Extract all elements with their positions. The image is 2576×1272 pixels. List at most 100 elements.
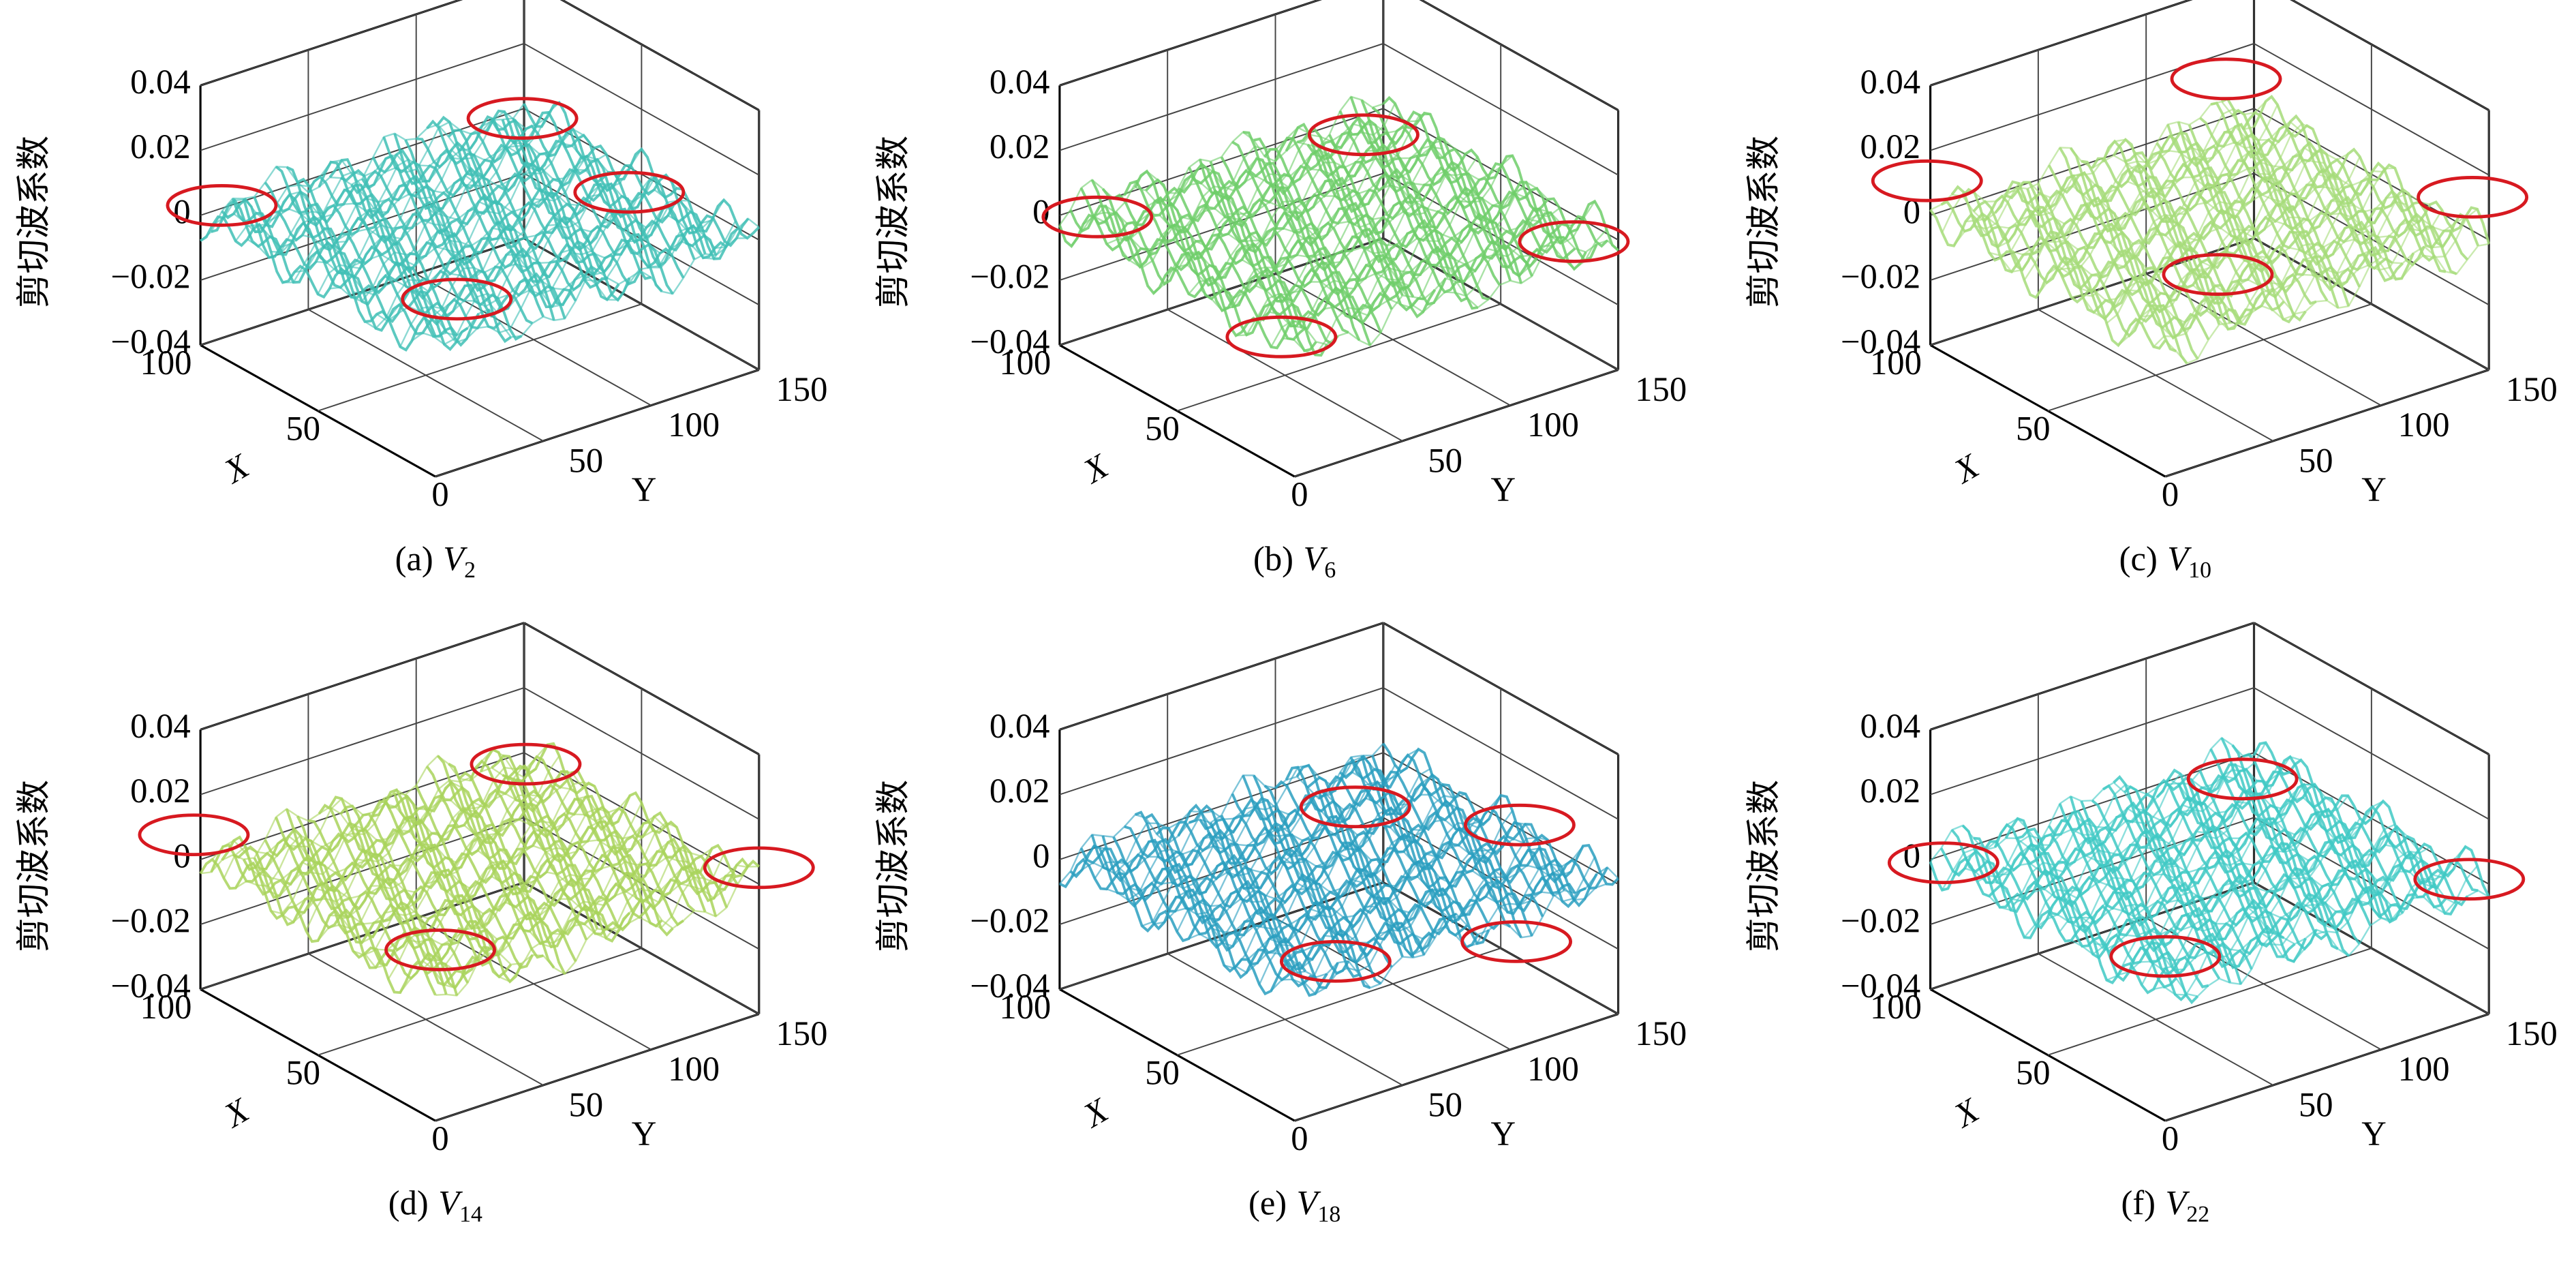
surface-mesh — [1059, 742, 1384, 885]
highlight-ellipse — [1279, 939, 1392, 983]
surface-mesh — [1224, 181, 1548, 309]
caption-variable: V — [443, 539, 467, 577]
caption-panel: (a) — [395, 539, 433, 577]
surface-mesh — [1153, 156, 1478, 294]
grid-line — [2047, 303, 2372, 412]
caption-variable: V — [2167, 539, 2192, 577]
surface-mesh — [1199, 187, 1525, 312]
z-axis-label: 剪切波系数 — [14, 780, 54, 952]
surface-mesh — [435, 217, 760, 338]
highlight-ellipse — [401, 277, 513, 321]
z-tick-label: 0.04 — [1860, 707, 1921, 745]
surface-mesh — [294, 164, 619, 275]
z-axis-label: 剪切波系数 — [872, 136, 913, 308]
surface-mesh — [423, 224, 748, 344]
z-tick-label: −0.04 — [970, 967, 1049, 1005]
x-tick-label: 0 — [2162, 475, 2179, 513]
surface-mesh — [1941, 100, 2267, 233]
surface-mesh — [1164, 800, 1490, 920]
grid-line — [1930, 622, 2254, 731]
grid-line — [1930, 108, 2254, 216]
surface-mesh — [399, 199, 725, 348]
y-axis-label: Y — [632, 1115, 657, 1153]
z-tick-label: 0 — [1903, 836, 1920, 875]
surface-mesh — [2252, 741, 2490, 898]
y-axis-label: Y — [2361, 1115, 2387, 1153]
surface-mesh — [1106, 768, 1431, 901]
surface-mesh — [2118, 860, 2443, 976]
highlight-ellipse — [138, 813, 250, 857]
grid-line — [523, 881, 760, 1015]
highlight-ellipse — [1518, 220, 1630, 263]
surface-mesh — [1247, 217, 1572, 329]
y-axis-label: Y — [1491, 470, 1516, 509]
caption-panel: (f) — [2121, 1183, 2156, 1222]
x-tick-label: 100 — [999, 988, 1051, 1026]
highlight-ellipse — [1299, 785, 1411, 829]
surface-mesh — [1118, 146, 1443, 269]
x-tick-label: 0 — [2162, 1119, 2179, 1157]
grid-line — [1930, 687, 2254, 796]
caption-panel: (e) — [1248, 1183, 1287, 1222]
x-tick-label: 100 — [140, 988, 192, 1026]
surface-mesh — [1212, 821, 1537, 943]
z-tick-label: 0 — [173, 192, 190, 230]
surface-mesh — [364, 846, 689, 969]
surface-mesh — [305, 155, 630, 271]
caption: (f) V22 — [2121, 1183, 2209, 1227]
x-axis-label: X — [1076, 446, 1116, 491]
caption: (e) V18 — [1248, 1183, 1340, 1227]
surface-mesh — [2117, 209, 2443, 346]
grid-line — [2165, 369, 2489, 478]
y-tick-label: 150 — [2506, 1014, 2558, 1053]
z-tick-label: 0.02 — [1860, 772, 1921, 810]
surface-mesh — [1129, 145, 1455, 260]
z-axis-label: 剪切波系数 — [1743, 136, 1783, 308]
y-axis-label: Y — [1491, 1115, 1516, 1153]
grid-line — [1059, 752, 1384, 860]
caption-subscript: 18 — [1318, 1202, 1341, 1227]
z-tick-label: −0.02 — [1841, 258, 1920, 296]
grid-line — [200, 817, 525, 925]
caption-subscript: 22 — [2186, 1202, 2209, 1227]
x-tick-label: 0 — [431, 1119, 448, 1157]
surface-mesh — [294, 796, 619, 919]
caption-subscript: 14 — [459, 1202, 482, 1227]
y-tick-label: 100 — [1527, 406, 1579, 444]
y-tick-label: 50 — [569, 441, 604, 479]
surface-mesh — [1930, 100, 2254, 223]
grid-line — [435, 369, 760, 478]
z-tick-label: 0.02 — [990, 772, 1050, 810]
surface-mesh — [282, 802, 607, 924]
x-tick-label: 50 — [286, 1054, 320, 1092]
z-tick-label: 0.04 — [1860, 63, 1921, 101]
surface-mesh — [1235, 854, 1561, 974]
surface-mesh — [435, 866, 759, 997]
x-tick-label: 0 — [1291, 1119, 1308, 1157]
x-tick-label: 100 — [1870, 988, 1922, 1026]
grid-line — [1275, 273, 1511, 406]
z-tick-label: −0.04 — [1841, 322, 1920, 361]
grid-line — [435, 1013, 760, 1122]
surface-mesh — [1965, 763, 2290, 876]
grid-line — [307, 309, 544, 442]
grid-line — [1059, 881, 1384, 990]
surface-mesh — [2129, 219, 2455, 339]
z-tick-label: −0.02 — [111, 258, 191, 296]
grid-line — [200, 172, 525, 281]
highlight-ellipse — [703, 846, 815, 890]
surface-mesh — [399, 853, 725, 993]
z-tick-label: 0 — [1032, 836, 1049, 875]
z-tick-label: −0.04 — [970, 322, 1049, 361]
surface-mesh — [364, 199, 689, 330]
caption-panel: (b) — [1253, 539, 1293, 577]
surface-mesh — [2141, 846, 2466, 986]
highlight-ellipse — [466, 97, 579, 140]
grid-line — [1059, 687, 1384, 796]
surface-mesh — [2153, 865, 2479, 996]
z-tick-label: 0.02 — [990, 127, 1050, 166]
x-axis-label: X — [217, 446, 256, 491]
